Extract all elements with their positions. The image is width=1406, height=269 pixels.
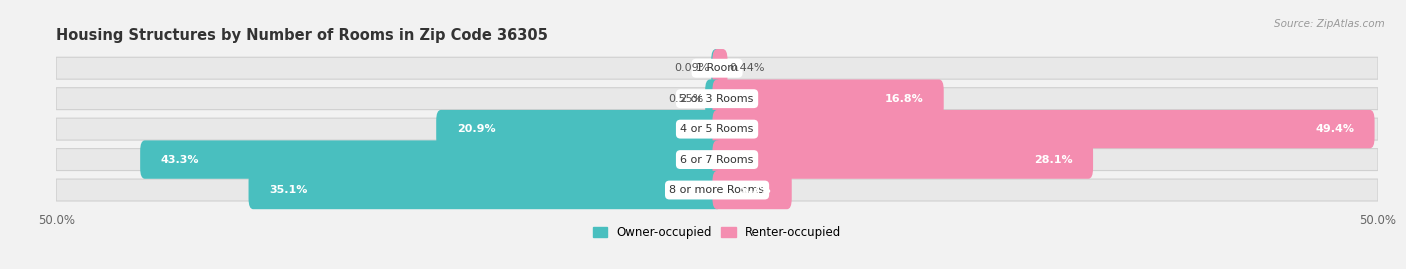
Text: 8 or more Rooms: 8 or more Rooms <box>669 185 765 195</box>
FancyBboxPatch shape <box>56 57 1378 79</box>
Text: 2 or 3 Rooms: 2 or 3 Rooms <box>681 94 754 104</box>
Text: 5.3%: 5.3% <box>741 185 772 195</box>
FancyBboxPatch shape <box>713 79 943 118</box>
FancyBboxPatch shape <box>249 171 721 209</box>
FancyBboxPatch shape <box>56 179 1378 201</box>
FancyBboxPatch shape <box>56 118 1378 140</box>
Text: 20.9%: 20.9% <box>457 124 495 134</box>
Text: 0.44%: 0.44% <box>730 63 765 73</box>
Text: 49.4%: 49.4% <box>1315 124 1354 134</box>
FancyBboxPatch shape <box>713 140 1092 179</box>
FancyBboxPatch shape <box>56 148 1378 171</box>
Text: 16.8%: 16.8% <box>884 94 924 104</box>
FancyBboxPatch shape <box>141 140 721 179</box>
Legend: Owner-occupied, Renter-occupied: Owner-occupied, Renter-occupied <box>593 226 841 239</box>
Text: 0.09%: 0.09% <box>673 63 709 73</box>
Text: 4 or 5 Rooms: 4 or 5 Rooms <box>681 124 754 134</box>
Text: Source: ZipAtlas.com: Source: ZipAtlas.com <box>1274 19 1385 29</box>
Text: 43.3%: 43.3% <box>160 155 200 165</box>
Text: 1 Room: 1 Room <box>696 63 738 73</box>
Text: 0.55%: 0.55% <box>668 94 703 104</box>
Text: 6 or 7 Rooms: 6 or 7 Rooms <box>681 155 754 165</box>
FancyBboxPatch shape <box>711 49 721 87</box>
FancyBboxPatch shape <box>56 88 1378 110</box>
Text: 28.1%: 28.1% <box>1033 155 1073 165</box>
FancyBboxPatch shape <box>436 110 721 148</box>
FancyBboxPatch shape <box>713 49 727 87</box>
FancyBboxPatch shape <box>713 110 1375 148</box>
FancyBboxPatch shape <box>713 171 792 209</box>
Text: Housing Structures by Number of Rooms in Zip Code 36305: Housing Structures by Number of Rooms in… <box>56 28 548 43</box>
Text: 35.1%: 35.1% <box>269 185 308 195</box>
FancyBboxPatch shape <box>706 79 721 118</box>
